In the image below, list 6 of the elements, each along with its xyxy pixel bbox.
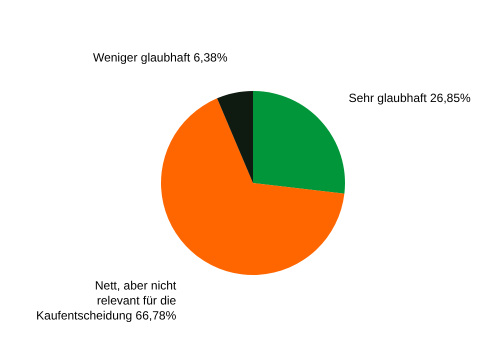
pie-slice xyxy=(161,98,344,275)
slice-label: Weniger glaubhaft 6,38% xyxy=(92,50,228,65)
slice-label: Nett, aber nicht relevant für die Kaufentscheidung 66,78% xyxy=(36,278,177,322)
slice-label: Sehr glaubhaft 26,85% xyxy=(348,90,472,105)
pie-slice xyxy=(253,91,345,194)
pie-slice xyxy=(217,91,253,183)
